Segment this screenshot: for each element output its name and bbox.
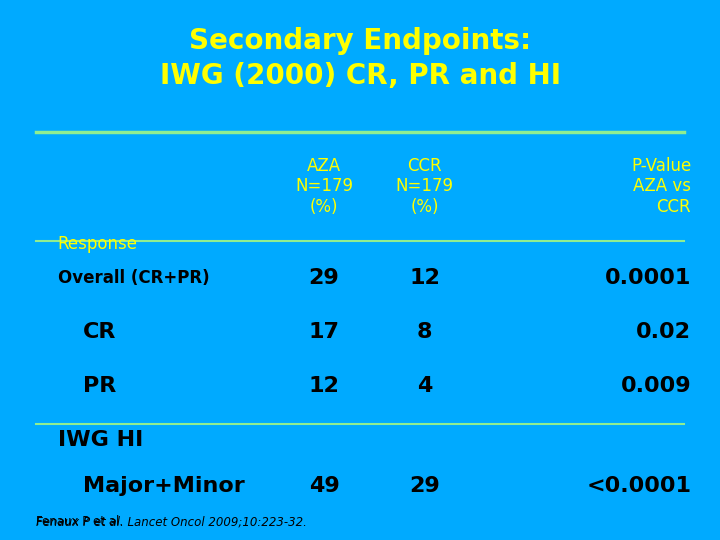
Text: 49: 49 — [309, 476, 339, 496]
Text: Secondary Endpoints:
IWG (2000) CR, PR and HI: Secondary Endpoints: IWG (2000) CR, PR a… — [160, 27, 560, 90]
Text: PR: PR — [83, 376, 116, 396]
Text: 29: 29 — [309, 268, 339, 288]
Text: CR: CR — [83, 322, 116, 342]
Text: 0.009: 0.009 — [621, 376, 691, 396]
Text: Overall (CR+PR): Overall (CR+PR) — [58, 269, 210, 287]
Text: AZA
N=179
(%): AZA N=179 (%) — [295, 157, 353, 216]
Text: Response: Response — [58, 235, 138, 253]
Text: Fenaux P et al.: Fenaux P et al. — [36, 515, 127, 528]
Text: IWG HI: IWG HI — [58, 430, 143, 450]
Text: 12: 12 — [309, 376, 339, 396]
Text: 12: 12 — [410, 268, 440, 288]
Text: CCR
N=179
(%): CCR N=179 (%) — [396, 157, 454, 216]
Text: 0.02: 0.02 — [636, 322, 691, 342]
Text: 29: 29 — [410, 476, 440, 496]
Text: 4: 4 — [417, 376, 433, 396]
Text: Major+Minor: Major+Minor — [83, 476, 245, 496]
Text: 8: 8 — [417, 322, 433, 342]
Text: Fenaux P et al. Lancet Oncol 2009;10:223-32.: Fenaux P et al. Lancet Oncol 2009;10:223… — [36, 515, 307, 528]
Text: P-Value
AZA vs
CCR: P-Value AZA vs CCR — [631, 157, 691, 216]
Text: <0.0001: <0.0001 — [586, 476, 691, 496]
Text: 0.0001: 0.0001 — [605, 268, 691, 288]
Text: 17: 17 — [308, 322, 340, 342]
